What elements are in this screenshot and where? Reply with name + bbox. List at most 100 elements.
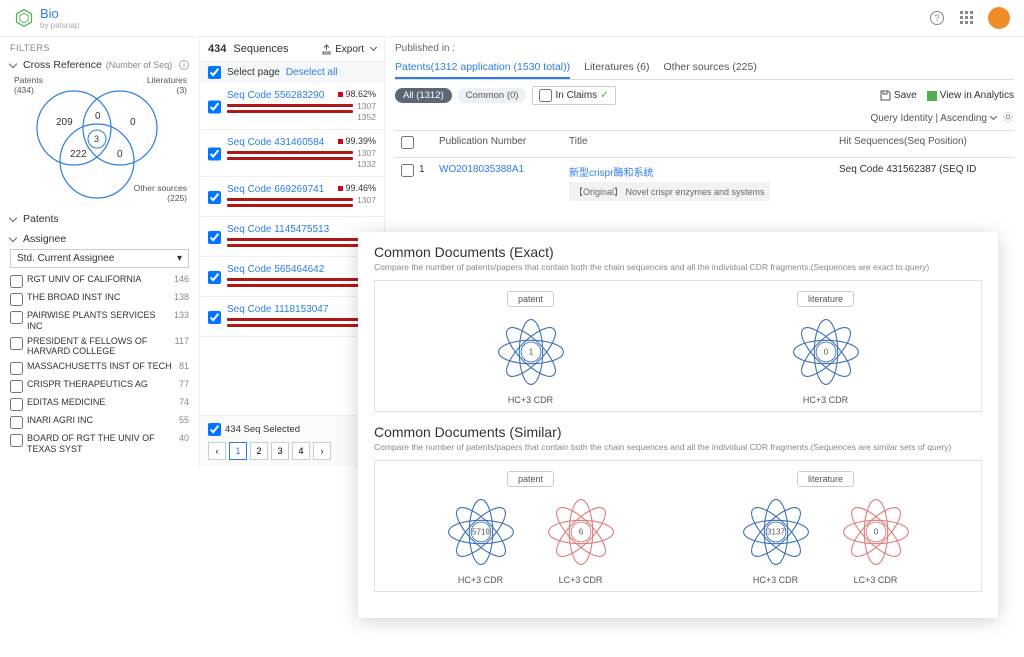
cross-ref-head[interactable]: Cross Reference (Number of Seq) i xyxy=(10,59,189,71)
analytics-icon xyxy=(927,91,937,101)
logo[interactable]: Bio by patsnap xyxy=(14,6,79,30)
sort-row: Query Identity | Ascending xyxy=(395,111,1014,126)
svg-text:0: 0 xyxy=(130,117,136,128)
pill-all[interactable]: All (1312) xyxy=(395,88,452,103)
brand-sub: by patsnap xyxy=(40,21,79,30)
analytics-button[interactable]: View in Analytics xyxy=(927,90,1014,101)
svg-text:3: 3 xyxy=(94,134,99,144)
svg-text:6: 6 xyxy=(578,528,583,537)
atom-icon: 5719 xyxy=(436,495,526,569)
pager-next[interactable]: › xyxy=(313,442,331,460)
avatar[interactable] xyxy=(988,7,1010,29)
table-select-all[interactable] xyxy=(401,136,414,149)
col-hit: Hit Sequences(Seq Position) xyxy=(839,136,1014,152)
table-row: 1 WO2018035388A1 新型crispr酶和系统 【Original】… xyxy=(395,158,1014,207)
row-checkbox[interactable] xyxy=(401,164,414,177)
assignee-head[interactable]: Assignee xyxy=(10,233,189,245)
title-link[interactable]: 新型crispr酶和系统 xyxy=(569,164,839,179)
seq-item[interactable]: Seq Code 55628329098.62%13071352 xyxy=(200,83,384,130)
atom-icon: 6 xyxy=(536,495,626,569)
similar-heading: Common Documents (Similar) xyxy=(374,424,982,440)
exact-box: patent 1 HC+3 CDR literature 0 HC+3 CDR xyxy=(374,280,982,412)
seq-list: Seq Code 55628329098.62%13071352Seq Code… xyxy=(200,83,384,415)
tab[interactable]: Patents(1312 application (1530 total)) xyxy=(395,57,570,79)
assignee-select[interactable]: Std. Current Assignee▾ xyxy=(10,249,189,268)
pager-page[interactable]: 4 xyxy=(292,442,310,460)
assignee-row[interactable]: PRESIDENT & FELLOWS OF HARVARD COLLEGE11… xyxy=(10,334,189,360)
svg-text:3137: 3137 xyxy=(767,528,785,537)
seq-selected-checkbox[interactable] xyxy=(208,423,221,436)
filters-panel: FILTERS Cross Reference (Number of Seq) … xyxy=(0,37,200,467)
svg-text:5719: 5719 xyxy=(472,528,490,537)
seq-item[interactable]: Seq Code 43146058499.39%13071332 xyxy=(200,130,384,177)
similar-sub: Compare the number of patents/papers tha… xyxy=(374,442,982,452)
seq-item[interactable]: Seq Code 66926974199.46%1307 xyxy=(200,177,384,217)
atom-icon: 3137 xyxy=(731,495,821,569)
assignee-list: RGT UNIV OF CALIFORNIA146THE BROAD INST … xyxy=(10,272,189,457)
select-row: Select page Deselect all xyxy=(200,62,384,83)
tab[interactable]: Other sources (225) xyxy=(663,57,756,79)
seq-item[interactable]: Seq Code 1145475513 xyxy=(200,217,384,257)
col-pub: Publication Number xyxy=(439,136,569,152)
apps-icon[interactable] xyxy=(958,9,976,27)
exact-sub: Compare the number of patents/papers tha… xyxy=(374,262,982,272)
chevron-down-icon xyxy=(10,59,19,71)
atom-icon: 0 xyxy=(781,315,871,389)
patents-head[interactable]: Patents xyxy=(10,213,189,225)
export-icon xyxy=(321,44,332,55)
seq-item[interactable]: Seq Code 1118153047 xyxy=(200,297,384,337)
select-page-checkbox[interactable] xyxy=(208,66,221,79)
svg-text:?: ? xyxy=(934,13,939,23)
exact-heading: Common Documents (Exact) xyxy=(374,244,982,260)
info-icon[interactable]: i xyxy=(179,60,189,70)
gear-icon[interactable] xyxy=(1002,111,1014,126)
save-button[interactable]: Save xyxy=(880,90,917,101)
svg-text:0: 0 xyxy=(95,111,101,122)
pager-page[interactable]: 1 xyxy=(229,442,247,460)
deselect-all[interactable]: Deselect all xyxy=(286,67,338,78)
in-claims-toggle[interactable]: In Claims ✓ xyxy=(532,86,615,105)
common-docs-overlay: Common Documents (Exact) Compare the num… xyxy=(358,232,998,618)
brand-name: Bio xyxy=(40,6,79,21)
title-original: 【Original】 Novel crispr enzymes and syst… xyxy=(569,182,770,201)
logo-hex-icon xyxy=(14,8,34,28)
pub-link[interactable]: WO2018035388A1 xyxy=(439,164,569,201)
similar-lit-group: literature 3137HC+3 CDR 0LC+3 CDR xyxy=(731,471,921,585)
topbar: Bio by patsnap ? xyxy=(0,0,1024,37)
filters-heading: FILTERS xyxy=(10,43,189,53)
svg-text:0: 0 xyxy=(823,348,828,357)
svg-text:0: 0 xyxy=(873,528,878,537)
pager-page[interactable]: 3 xyxy=(271,442,289,460)
exact-patent-col: patent 1 HC+3 CDR xyxy=(486,291,576,405)
assignee-row[interactable]: BOARD OF RGT THE UNIV OF TEXAS SYST40 xyxy=(10,431,189,457)
lit-pill: literature xyxy=(797,291,854,307)
seq-footer: 434 Seq Selected ‹ 1234› xyxy=(200,415,384,467)
seq-head: 434 Sequences Export xyxy=(200,37,384,62)
hit-seq: Seq Code 431562387 (SEQ ID xyxy=(839,164,1014,201)
assignee-row[interactable]: MASSACHUSETTS INST OF TECH81 xyxy=(10,359,189,377)
top-icons: ? xyxy=(928,7,1010,29)
export-button[interactable]: Export xyxy=(321,44,376,55)
venn-diagram: Patents(434) Literatures(3) Other source… xyxy=(10,75,189,205)
assignee-row[interactable]: THE BROAD INST INC138 xyxy=(10,290,189,308)
table-head: Publication Number Title Hit Sequences(S… xyxy=(395,130,1014,158)
seq-head-label xyxy=(228,43,231,55)
seq-item[interactable]: Seq Code 565464642 xyxy=(200,257,384,297)
published-in-label: Published in : xyxy=(395,43,1014,54)
pager-prev[interactable]: ‹ xyxy=(208,442,226,460)
sort-dropdown[interactable]: Query Identity | Ascending xyxy=(870,113,996,124)
pill-common[interactable]: Common (0) xyxy=(458,88,527,103)
assignee-row[interactable]: EDITAS MEDICINE74 xyxy=(10,395,189,413)
assignee-row[interactable]: RGT UNIV OF CALIFORNIA146 xyxy=(10,272,189,290)
assignee-row[interactable]: CRISPR THERAPEUTICS AG77 xyxy=(10,377,189,395)
pager-page[interactable]: 2 xyxy=(250,442,268,460)
subbar: All (1312) Common (0) In Claims ✓ Save V… xyxy=(395,86,1014,105)
tab[interactable]: Literatures (6) xyxy=(584,57,649,79)
assignee-row[interactable]: INARI AGRI INC55 xyxy=(10,413,189,431)
pager: ‹ 1234› xyxy=(208,439,376,463)
atom-icon: 0 xyxy=(831,495,921,569)
assignee-row[interactable]: PAIRWISE PLANTS SERVICES INC133 xyxy=(10,308,189,334)
svg-text:0: 0 xyxy=(117,149,123,160)
col-title: Title xyxy=(569,136,839,152)
help-icon[interactable]: ? xyxy=(928,9,946,27)
